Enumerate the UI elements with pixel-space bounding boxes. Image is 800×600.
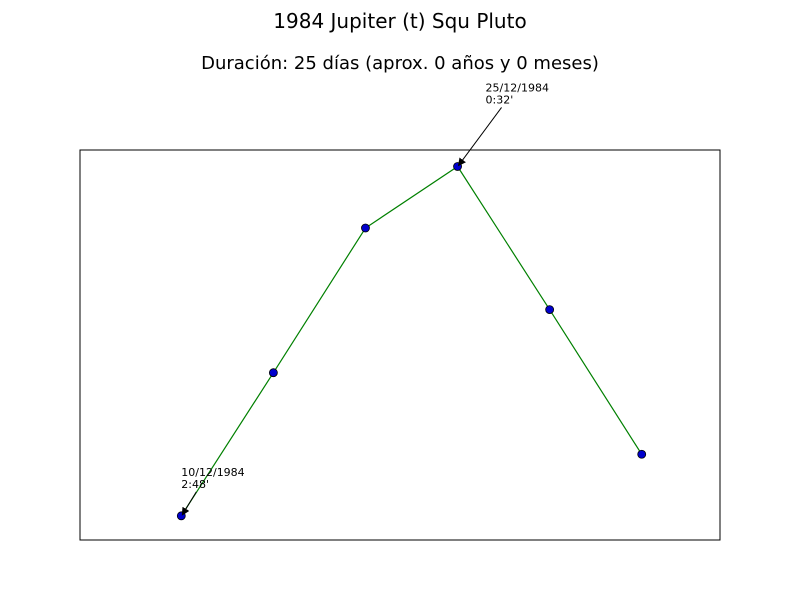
annotation-date: 25/12/1984 — [486, 81, 549, 94]
series-line — [180, 165, 643, 517]
data-point — [545, 305, 555, 315]
data-point — [268, 368, 278, 378]
plot-frame — [79, 149, 721, 541]
annotation-value: 0:32' — [486, 93, 514, 106]
data-point — [361, 223, 370, 233]
annotation-date: 10/12/1984 — [181, 466, 244, 479]
series-markers — [176, 162, 647, 521]
annotation-arrow — [457, 107, 502, 167]
chart-title: 1984 Jupiter (t) Squ Pluto — [273, 9, 526, 33]
data-point — [176, 511, 186, 521]
annotation-arrow — [181, 491, 197, 516]
chart-subtitle: Duración: 25 días (aprox. 0 años y 0 mes… — [201, 53, 599, 74]
annotation-value: 2:48' — [181, 478, 209, 491]
data-point — [637, 449, 647, 459]
